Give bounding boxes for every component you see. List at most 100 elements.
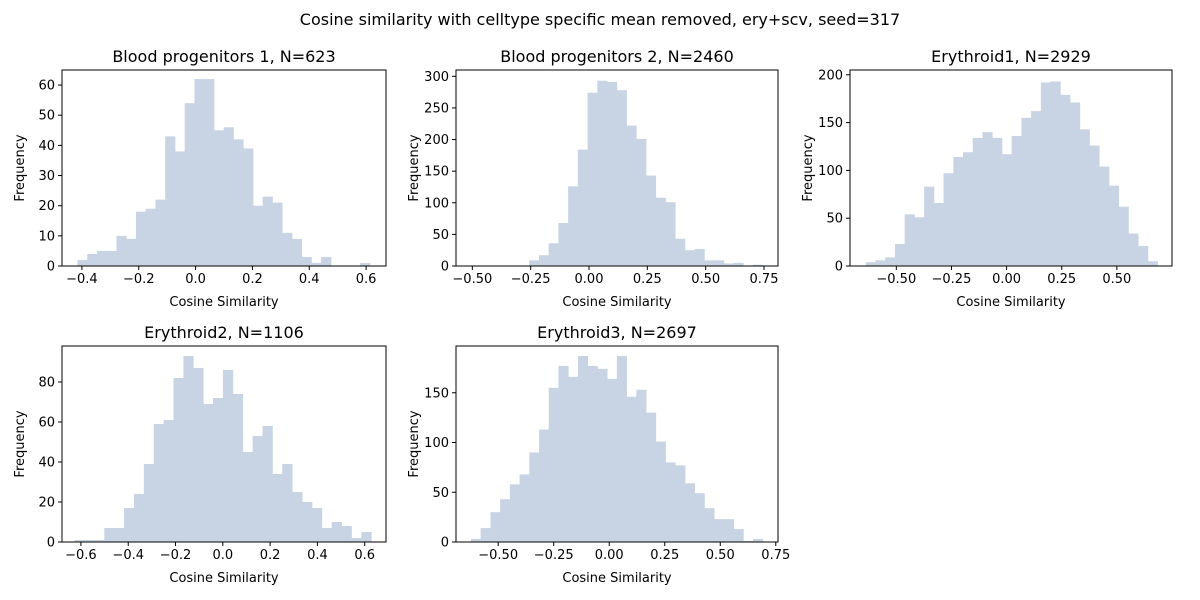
histogram-bar (753, 539, 764, 542)
histogram-bar (704, 260, 715, 266)
histogram-bar (252, 205, 264, 266)
histogram-bar (646, 412, 657, 542)
histogram-bar (539, 429, 550, 542)
x-tick-label: 0.50 (1102, 272, 1131, 287)
histogram-bar (143, 464, 155, 542)
axes-frame (849, 69, 1173, 267)
subplot-1: −0.4 −0.2 0.0 0.2 0.4 0.6 0 10 20 30 40 50 60 Blood p… (13, 47, 387, 310)
histogram-bar (1040, 82, 1051, 267)
y-tick-label: 0 (441, 536, 449, 551)
histogram-bar (126, 238, 137, 266)
y-axis-label: Frequency (801, 134, 816, 201)
histogram-bar (607, 378, 618, 542)
histogram-bar (704, 508, 715, 542)
subplot-4: −0.6 −0.4 −0.2 0.0 0.2 0.4 0.6 0 20 40 60 80 Erythro… (13, 323, 387, 586)
histogram-bar (153, 424, 165, 542)
x-tick-label: 0.75 (750, 272, 779, 287)
histogram-bar (645, 175, 657, 266)
histogram-bar (1108, 185, 1120, 266)
x-tick-label: −0.2 (123, 272, 155, 287)
histogram-bar (163, 420, 174, 542)
y-axis-label: Frequency (13, 410, 28, 477)
histogram-bar (145, 208, 156, 266)
histogram-bar (282, 232, 293, 266)
histogram-bar (1011, 135, 1022, 266)
histogram-bar (311, 262, 322, 266)
histogram-bar (232, 394, 244, 542)
axes-frame (455, 69, 779, 267)
figure-title: Cosine similarity with celltype specific… (299, 10, 901, 29)
histogram-bar (480, 528, 491, 542)
histogram-bar (1031, 111, 1042, 266)
x-tick-label: 0.25 (633, 272, 662, 287)
x-tick-label: 0.0 (185, 272, 206, 287)
histogram-bar (694, 493, 705, 542)
y-tick-label: 50 (432, 486, 449, 501)
histogram-bar (74, 540, 85, 542)
x-tick-label: −0.6 (65, 548, 97, 563)
histogram-bar (292, 492, 303, 542)
histogram-bar (291, 238, 303, 266)
histogram-bar (174, 151, 186, 266)
axes-frame (61, 69, 387, 267)
histogram-bar (714, 260, 725, 266)
histogram-bar (155, 199, 166, 266)
x-tick-label: 0.50 (691, 272, 720, 287)
y-tick-label: 200 (818, 68, 843, 83)
histogram-bar (243, 148, 254, 266)
histogram-bar (904, 214, 915, 266)
histogram-bar (733, 529, 744, 542)
histogram-bar (597, 80, 608, 266)
x-axis-label: Cosine Similarity (562, 571, 672, 586)
y-tick-label: 80 (38, 376, 55, 391)
subplot-title: Erythroid3, N=2697 (537, 323, 697, 342)
x-tick-label: 0.25 (650, 548, 679, 563)
histogram-bar (184, 103, 195, 266)
histogram-bar (733, 262, 744, 266)
histogram-bar (675, 238, 686, 266)
histogram-bar (752, 264, 764, 266)
histogram-bar (1099, 166, 1110, 266)
histogram-bar (587, 92, 598, 266)
histogram-bar (124, 508, 135, 542)
histogram-bar (77, 259, 88, 266)
histogram-bar (607, 82, 618, 266)
x-tick-label: 0.4 (299, 272, 320, 287)
histogram-bar (548, 243, 559, 266)
y-tick-label: 100 (818, 164, 843, 179)
histogram-bar (885, 257, 896, 266)
histogram-bar (933, 202, 944, 266)
histogram-bar (1060, 94, 1071, 266)
x-tick-label: −0.2 (160, 548, 192, 563)
histogram-bar (104, 528, 115, 542)
y-tick-label: 60 (38, 79, 55, 94)
y-tick-label: 100 (424, 196, 449, 211)
histogram-bar (587, 365, 598, 542)
histogram-bar (321, 528, 333, 542)
histogram-bar (262, 196, 273, 266)
histogram-bar (262, 426, 273, 542)
histogram-bar (204, 79, 215, 266)
histogram-bar (636, 138, 647, 266)
histogram-bar (1050, 81, 1061, 266)
histogram-bar (655, 441, 666, 542)
y-tick-label: 50 (826, 212, 843, 227)
axes-frame (61, 345, 387, 543)
x-tick-label: −0.25 (534, 548, 574, 563)
histogram-bar (1089, 145, 1100, 266)
histogram-bar (982, 132, 993, 266)
histogram-bar (301, 256, 312, 266)
y-tick-label: 250 (424, 101, 449, 116)
histogram-bar (519, 474, 530, 542)
histogram-bar (1118, 206, 1129, 266)
x-tick-label: −0.25 (932, 272, 972, 287)
x-tick-label: 0.6 (356, 272, 377, 287)
x-tick-label: 0.50 (706, 548, 735, 563)
histogram-bar (558, 365, 569, 542)
histogram-bar (183, 356, 194, 542)
histogram-bar (311, 508, 323, 542)
y-tick-label: 0 (47, 260, 55, 275)
y-tick-label: 0 (835, 260, 843, 275)
histogram-bar (875, 260, 886, 266)
